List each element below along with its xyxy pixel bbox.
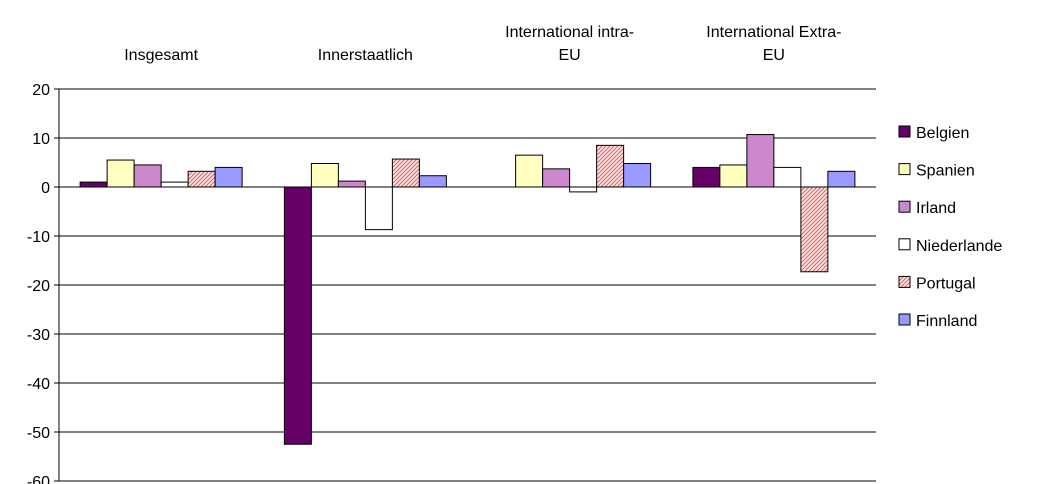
- category-label: International Extra-: [706, 24, 841, 41]
- legend-swatch-niederlande: [898, 238, 911, 251]
- bar-niederlande-3: [773, 166, 802, 188]
- legend-swatch-portugal: [898, 275, 911, 288]
- bar-niederlande-2: [569, 186, 598, 193]
- bar-irland-0: [133, 164, 162, 188]
- legend-label-belgien: Belgien: [916, 125, 969, 142]
- y-tick-label: -10: [27, 229, 50, 246]
- category-label: EU: [559, 47, 581, 64]
- category-labels: Insgesamt Innerstaatlich International int…: [124, 24, 841, 64]
- y-tick-label: -50: [27, 425, 50, 442]
- axes: [54, 88, 876, 482]
- legend-label-spanien: Spanien: [916, 163, 975, 180]
- legend-swatch-spanien: [898, 163, 911, 176]
- bar-portugal-0: [187, 170, 216, 188]
- bar-finnland-1: [418, 175, 447, 188]
- legend-label-finnland: Finnland: [916, 313, 977, 330]
- bar-niederlande-0: [160, 181, 189, 188]
- y-tick-label: 10: [32, 131, 50, 148]
- legend-swatch-finnland: [898, 313, 911, 326]
- bar-spanien-2: [515, 154, 544, 188]
- category-label: Innerstaatlich: [318, 47, 413, 64]
- bar-niederlande-1: [364, 186, 393, 231]
- legend-label-irland: Irland: [916, 200, 956, 217]
- legend-label-portugal: Portugal: [916, 275, 976, 292]
- legend-label-niederlande: Niederlande: [916, 238, 1002, 255]
- category-label: EU: [763, 47, 785, 64]
- category-label: Insgesamt: [124, 47, 198, 64]
- bar-spanien-1: [310, 162, 339, 188]
- bar-spanien-3: [719, 164, 748, 188]
- bar-belgien-0: [79, 181, 108, 188]
- bar-finnland-2: [623, 162, 652, 188]
- legend-swatch-irland: [898, 200, 911, 213]
- y-tick-label: -30: [27, 327, 50, 344]
- bar-belgien-1: [283, 186, 312, 445]
- bar-portugal-3: [800, 186, 829, 273]
- bar-irland-2: [542, 168, 571, 188]
- bar-finnland-3: [827, 170, 856, 188]
- bar-belgien-3: [692, 166, 721, 188]
- y-tick-label: -20: [27, 278, 50, 295]
- y-tick-label: 0: [41, 180, 50, 197]
- bar-finnland-0: [214, 166, 243, 188]
- bar-spanien-0: [106, 159, 135, 188]
- category-label: International intra-: [505, 24, 634, 41]
- bar-irland-3: [746, 134, 775, 188]
- bar-portugal-1: [391, 158, 420, 188]
- bar-irland-1: [337, 180, 366, 188]
- legend: Belgien Spanien Irland Niederlande Portugal F…: [898, 125, 1002, 330]
- legend-swatch-belgien: [898, 125, 911, 138]
- bars: [79, 134, 856, 445]
- y-tick-labels: 20 10 0 -10 -20 -30 -40 -50 -60: [27, 82, 50, 484]
- bar-portugal-2: [596, 144, 625, 188]
- y-tick-label: -40: [27, 376, 50, 393]
- y-tick-label: 20: [32, 82, 50, 99]
- y-tick-label: -60: [27, 474, 50, 484]
